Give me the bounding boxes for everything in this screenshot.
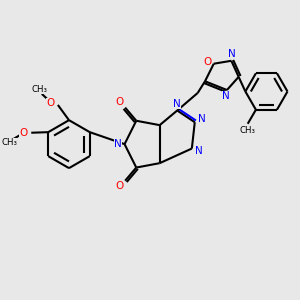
Text: O: O (115, 181, 123, 191)
Text: CH₃: CH₃ (1, 139, 17, 148)
Text: CH₃: CH₃ (32, 85, 48, 94)
Text: N: N (228, 49, 236, 59)
Text: N: N (222, 92, 230, 101)
Text: O: O (115, 97, 123, 107)
Text: N: N (114, 139, 122, 149)
Text: O: O (19, 128, 27, 138)
Text: CH₃: CH₃ (240, 126, 256, 135)
Text: O: O (203, 57, 212, 67)
Text: O: O (46, 98, 55, 108)
Text: N: N (198, 114, 206, 124)
Text: N: N (173, 99, 181, 109)
Text: N: N (195, 146, 203, 156)
